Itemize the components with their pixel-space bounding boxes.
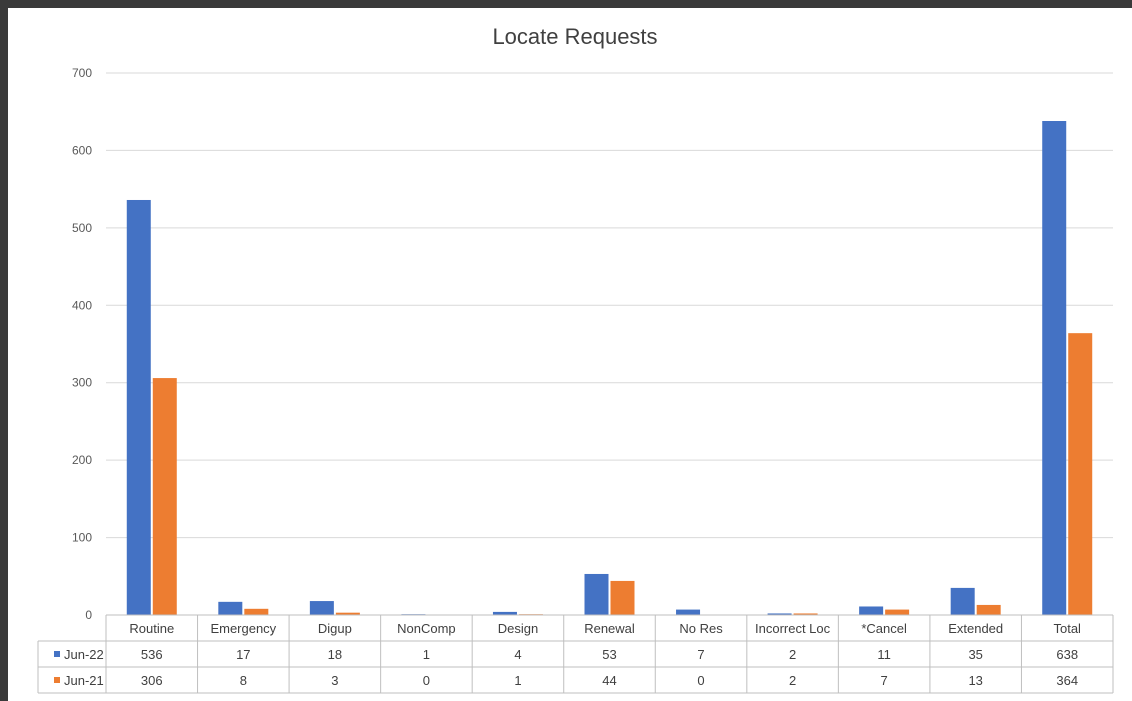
y-tick-label: 0: [85, 608, 92, 622]
data-label: 536: [141, 647, 163, 662]
data-label: 1: [514, 673, 521, 688]
bar-jun-22-total: [1042, 121, 1067, 616]
category-label: Design: [498, 621, 538, 636]
category-label: Digup: [318, 621, 352, 636]
y-tick-label: 600: [72, 143, 92, 157]
y-tick-label: 400: [72, 298, 92, 312]
category-label: Extended: [948, 621, 1003, 636]
chart-panel: Locate Requests 0 100 200 300 400 500 600 700 R…: [8, 8, 1132, 701]
bar-jun-22-routine: [126, 199, 151, 616]
data-label: 2: [789, 647, 796, 662]
bar-jun-21-incorrect-loc: [793, 613, 818, 615]
y-tick-label: 500: [72, 221, 92, 235]
data-label: 13: [968, 673, 982, 688]
category-label: Total: [1053, 621, 1081, 636]
data-label: 364: [1056, 673, 1078, 688]
bar-jun-21-extended: [976, 604, 1001, 615]
y-tick-label: 200: [72, 453, 92, 467]
bar-jun-21-emergency: [244, 608, 269, 615]
category-label: No Res: [679, 621, 723, 636]
legend-key-jun-21: [54, 677, 60, 683]
y-tick-label: 100: [72, 531, 92, 545]
data-label: 3: [331, 673, 338, 688]
category-label: Renewal: [584, 621, 635, 636]
category-label: *Cancel: [861, 621, 907, 636]
data-label: 0: [697, 673, 704, 688]
data-label: 4: [514, 647, 521, 662]
category-label: Routine: [129, 621, 174, 636]
data-label: 2: [789, 673, 796, 688]
data-label: 53: [602, 647, 616, 662]
data-label: 17: [236, 647, 250, 662]
bar-jun-21--cancel: [885, 609, 910, 615]
data-label: 44: [602, 673, 616, 688]
legend-key-jun-22: [54, 651, 60, 657]
data-label: 35: [968, 647, 982, 662]
data-label: 7: [697, 647, 704, 662]
data-label: 7: [881, 673, 888, 688]
bar-jun-22-extended: [950, 587, 975, 615]
y-axis-ticks: 0 100 200 300 400 500 600 700: [72, 66, 92, 622]
data-label: 11: [877, 647, 891, 662]
data-label: 0: [423, 673, 430, 688]
chart-title: Locate Requests: [492, 24, 657, 49]
series-label: Jun-22: [64, 647, 104, 662]
bar-jun-22-emergency: [218, 601, 243, 615]
bars: [126, 121, 1093, 616]
data-label: 638: [1056, 647, 1078, 662]
gridlines: [106, 72, 1113, 539]
bar-jun-22-renewal: [584, 573, 609, 615]
data-table: Routine Emergency Digup NonComp Design Renewa…: [37, 614, 1114, 694]
series-label: Jun-21: [64, 673, 104, 688]
category-label: NonComp: [397, 621, 456, 636]
category-label: Emergency: [210, 621, 276, 636]
data-label: 18: [328, 647, 342, 662]
bar-jun-21-digup: [335, 612, 360, 615]
data-label: 306: [141, 673, 163, 688]
bar-jun-22-incorrect-loc: [767, 613, 792, 615]
bar-jun-22-no-res: [676, 609, 701, 615]
bar-jun-21-routine: [152, 378, 177, 615]
data-label: 1: [423, 647, 430, 662]
bar-jun-22--cancel: [859, 606, 884, 615]
bar-jun-22-design: [492, 611, 517, 615]
y-tick-label: 300: [72, 376, 92, 390]
bar-jun-22-digup: [309, 601, 334, 615]
bar-jun-21-renewal: [610, 580, 635, 615]
data-label: 8: [240, 673, 247, 688]
category-label: Incorrect Loc: [755, 621, 831, 636]
y-tick-label: 700: [72, 66, 92, 80]
bar-jun-21-total: [1068, 333, 1093, 615]
